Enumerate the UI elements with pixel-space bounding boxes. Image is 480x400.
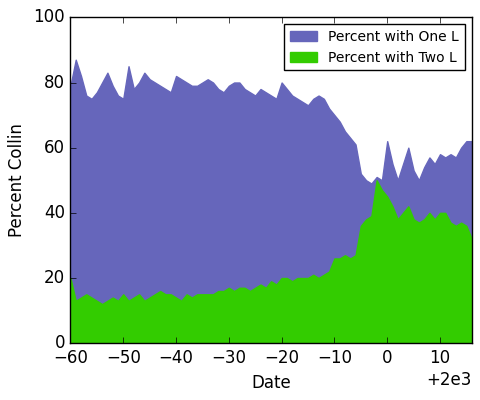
Y-axis label: Percent Collin: Percent Collin bbox=[8, 123, 26, 237]
X-axis label: Date: Date bbox=[251, 374, 291, 392]
Legend: Percent with One L, Percent with Two L: Percent with One L, Percent with Two L bbox=[284, 24, 465, 70]
